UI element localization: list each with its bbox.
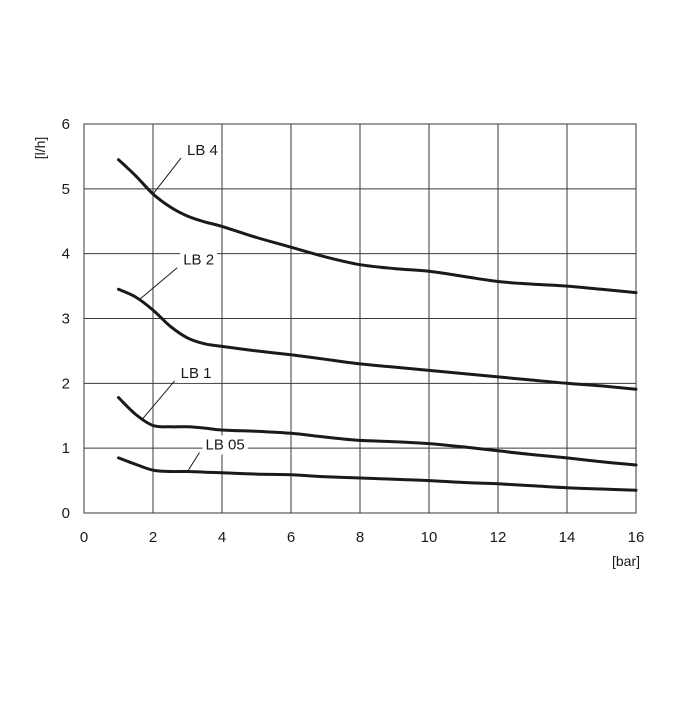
y-tick-label: 2 (62, 375, 70, 392)
series-line-lb-4 (117, 158, 638, 295)
y-tick-label: 3 (62, 311, 70, 328)
annotation-background (177, 363, 215, 383)
y-tick-label: 5 (62, 181, 70, 198)
series-lines (117, 158, 638, 492)
annotation-label: LB 1 (181, 365, 212, 382)
x-tick-label: 4 (218, 529, 226, 546)
x-tick-label: 10 (421, 529, 438, 546)
y-tick-label: 4 (62, 246, 70, 263)
annotation-background (202, 435, 248, 455)
x-tick-label: 14 (559, 529, 576, 546)
x-tick-label: 6 (287, 529, 295, 546)
annotation-label: LB 2 (183, 252, 214, 269)
x-tick-label: 2 (149, 529, 157, 546)
x-tick-label: 16 (628, 529, 645, 546)
y-tick-label: 1 (62, 440, 70, 457)
annotation-background (184, 141, 221, 161)
annotation-label: LB 4 (187, 142, 218, 159)
series-annotations: LB 4 LB 2 LB 1 LB 05 (138, 141, 248, 472)
y-tick-label: 0 (62, 505, 70, 522)
series-line-lb-1 (117, 396, 638, 467)
x-tick-label: 12 (490, 529, 507, 546)
plot-frame (83, 123, 637, 514)
x-axis-ticks: 0 2 4 6 8 10 12 14 16 (80, 529, 645, 546)
grid (83, 123, 637, 514)
annotation-leader-line (152, 157, 182, 195)
series-line-lb-05 (117, 456, 638, 492)
y-axis-label: [l/h] (32, 137, 48, 160)
annotation-leader-line (138, 267, 178, 301)
y-axis-ticks: 0 1 2 3 4 5 6 (62, 116, 70, 522)
annotation-label: LB 05 (206, 437, 245, 454)
annotation-background (180, 250, 218, 270)
x-axis-label: [bar] (612, 553, 640, 569)
y-tick-label: 6 (62, 116, 70, 133)
series-line-lb-2 (117, 287, 638, 391)
annotation-leader-line (187, 452, 200, 472)
annotation-leader-line (142, 380, 176, 420)
x-tick-label: 8 (356, 529, 364, 546)
x-tick-label: 0 (80, 529, 88, 546)
